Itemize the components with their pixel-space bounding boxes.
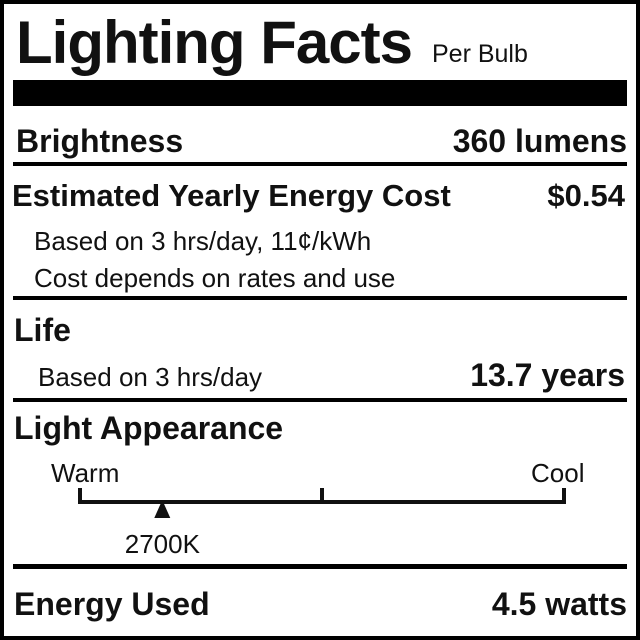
brightness-row: Brightness 360 lumens <box>16 125 627 157</box>
energy-cost-note-rate: Based on 3 hrs/day, 11¢/kWh <box>34 226 372 256</box>
energy-cost-label: Estimated Yearly Energy Cost <box>12 178 451 213</box>
brightness-value: 360 lumens <box>452 123 627 159</box>
scale-tick-middle <box>320 488 324 504</box>
light-appearance-label: Light Appearance <box>14 410 284 446</box>
life-value: 13.7 years <box>470 357 625 393</box>
divider <box>13 398 627 402</box>
color-temperature-scale <box>78 488 566 518</box>
warm-label: Warm <box>51 458 120 488</box>
color-temperature-value: 2700K <box>124 529 200 559</box>
energy-cost-row: Estimated Yearly Energy Cost $0.54 <box>12 180 625 211</box>
energy-used-row: Energy Used 4.5 watts <box>14 588 627 620</box>
energy-used-label: Energy Used <box>14 586 210 622</box>
label-subtitle: Per Bulb <box>432 40 528 68</box>
life-label: Life <box>14 312 71 348</box>
life-note: Based on 3 hrs/day <box>38 362 263 392</box>
brightness-label: Brightness <box>16 123 184 159</box>
header-bar <box>13 80 627 106</box>
energy-cost-value: $0.54 <box>547 178 625 213</box>
scale-tick-warm <box>78 488 82 504</box>
divider <box>13 296 627 300</box>
energy-used-value: 4.5 watts <box>491 586 627 622</box>
scale-marker-icon <box>154 500 171 518</box>
divider <box>13 564 627 569</box>
divider <box>13 162 627 166</box>
energy-cost-note-rates: Cost depends on rates and use <box>34 263 396 293</box>
label-title: Lighting Facts <box>16 9 413 76</box>
cool-label: Cool <box>531 458 585 488</box>
scale-tick-cool <box>562 488 566 504</box>
life-row: Based on 3 hrs/day 13.7 years <box>38 359 625 391</box>
